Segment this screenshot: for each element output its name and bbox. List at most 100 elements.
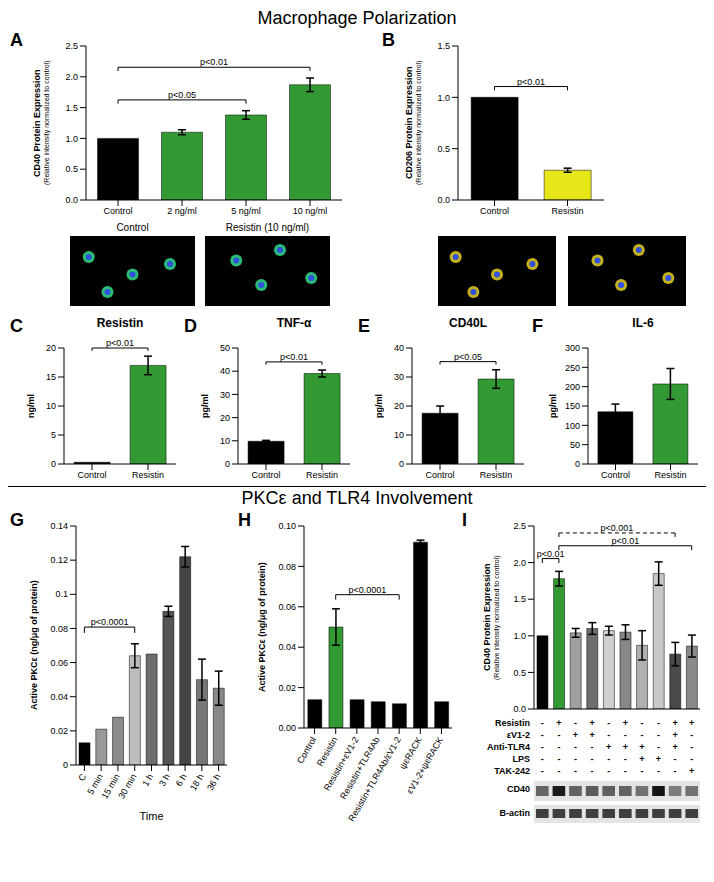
svg-text:1.5: 1.5 (437, 41, 450, 51)
html-text:Resistin: Resistin (96, 316, 144, 330)
svg-text:0.5: 0.5 (65, 164, 78, 174)
svg-text:1.5: 1.5 (65, 103, 78, 113)
svg-text:Resistin+TLR4Ab/εV1-2: Resistin+TLR4Ab/εV1-2 (346, 735, 403, 823)
svg-text:Control: Control (103, 206, 132, 216)
svg-text:p<0.01: p<0.01 (517, 77, 545, 87)
svg-text:15 min: 15 min (99, 772, 122, 801)
svg-text:C: C (76, 772, 88, 783)
svg-text:0: 0 (51, 459, 56, 469)
svg-text:300: 300 (565, 343, 580, 353)
svg-text:0.08: 0.08 (50, 624, 68, 634)
svg-text:10: 10 (46, 401, 56, 411)
svg-text:5 ng/ml: 5 ng/ml (231, 206, 261, 216)
svg-text:p<0.01: p<0.01 (537, 549, 565, 559)
svg-text:p<0.01: p<0.01 (611, 536, 639, 546)
svg-text:Resistin: Resistin (314, 735, 340, 768)
svg-text:Control: Control (251, 470, 280, 480)
svg-text:1.0: 1.0 (437, 93, 450, 103)
svg-text:2.5: 2.5 (513, 521, 526, 531)
svg-text:Resistin: Resistin (551, 206, 583, 216)
svg-text:ResistIn: ResistIn (480, 470, 513, 480)
svg-text:100: 100 (565, 421, 580, 431)
svg-text:30: 30 (394, 372, 404, 382)
svg-text:p<0.05: p<0.05 (168, 90, 196, 100)
html-text:TNF-α: TNF-α (276, 316, 312, 330)
svg-text:50: 50 (570, 440, 580, 450)
svg-text:1 h: 1 h (140, 772, 155, 788)
svg-text:0.5: 0.5 (437, 144, 450, 154)
svg-text:10: 10 (394, 430, 404, 440)
svg-text:Control: Control (425, 470, 454, 480)
svg-text:200: 200 (565, 382, 580, 392)
svg-text:Control: Control (295, 735, 318, 765)
svg-text:p<0.01: p<0.01 (280, 352, 308, 362)
svg-text:0.14: 0.14 (50, 521, 68, 531)
svg-text:6 h: 6 h (174, 772, 189, 788)
svg-text:150: 150 (565, 401, 580, 411)
svg-text:0: 0 (575, 459, 580, 469)
svg-text:50: 50 (220, 343, 230, 353)
svg-text:εV1-2+ψεRACK: εV1-2+ψεRACK (405, 735, 446, 795)
svg-text:20: 20 (394, 401, 404, 411)
svg-text:0: 0 (225, 459, 230, 469)
svg-text:0.04: 0.04 (278, 642, 296, 652)
svg-text:1.0: 1.0 (513, 631, 526, 641)
svg-text:Control: Control (601, 470, 630, 480)
svg-text:0: 0 (63, 760, 68, 770)
svg-text:40: 40 (220, 366, 230, 376)
svg-text:2.0: 2.0 (513, 558, 526, 568)
svg-text:0.0: 0.0 (65, 195, 78, 205)
svg-text:10: 10 (220, 436, 230, 446)
svg-text:15: 15 (46, 372, 56, 382)
svg-text:0.1: 0.1 (55, 589, 68, 599)
svg-text:40: 40 (394, 343, 404, 353)
svg-text:5 min: 5 min (85, 772, 105, 797)
svg-text:0.06: 0.06 (278, 602, 296, 612)
html-text:A: A (10, 30, 23, 50)
svg-text:30: 30 (220, 390, 230, 400)
svg-text:Control: Control (77, 470, 106, 480)
svg-text:0.02: 0.02 (278, 683, 296, 693)
svg-text:0: 0 (399, 459, 404, 469)
svg-text:p<0.05: p<0.05 (454, 352, 482, 362)
svg-text:0.00: 0.00 (278, 723, 296, 733)
svg-text:36 h: 36 h (205, 772, 222, 792)
svg-text:3 h: 3 h (157, 772, 172, 788)
html-text:PKCε and TLR4 Involvement: PKCε and TLR4 Involvement (241, 488, 473, 508)
svg-text:0.0: 0.0 (437, 195, 450, 205)
svg-text:0.08: 0.08 (278, 562, 296, 572)
svg-text:p<0.01: p<0.01 (106, 338, 134, 348)
svg-text:Resistin: Resistin (654, 470, 686, 480)
svg-text:Resistin: Resistin (132, 470, 164, 480)
svg-text:0.0: 0.0 (513, 704, 526, 714)
html-text:Macrophage Polarization: Macrophage Polarization (257, 8, 457, 28)
svg-text:1.5: 1.5 (513, 594, 526, 604)
svg-text:2.5: 2.5 (65, 41, 78, 51)
svg-text:20: 20 (46, 343, 56, 353)
html-text:G: G (10, 510, 24, 530)
svg-text:p<0.001: p<0.001 (601, 523, 634, 533)
svg-text:Control: Control (480, 206, 509, 216)
svg-text:18 h: 18 h (188, 772, 205, 792)
svg-text:2.0: 2.0 (65, 72, 78, 82)
svg-text:p<0.01: p<0.01 (200, 57, 228, 67)
html-text:CD40L: CD40L (449, 316, 487, 330)
html-text:IL-6: IL-6 (632, 316, 654, 330)
svg-text:Resistin+εV1-2: Resistin+εV1-2 (321, 735, 361, 793)
svg-text:10 ng/ml: 10 ng/ml (293, 206, 328, 216)
svg-text:250: 250 (565, 363, 580, 373)
svg-text:0.04: 0.04 (50, 692, 68, 702)
svg-text:p<0.0001: p<0.0001 (91, 617, 129, 627)
svg-text:2 ng/ml: 2 ng/ml (167, 206, 197, 216)
svg-text:0.5: 0.5 (513, 668, 526, 678)
svg-text:0.12: 0.12 (50, 555, 68, 565)
svg-text:5: 5 (51, 430, 56, 440)
svg-text:20: 20 (220, 413, 230, 423)
svg-text:1.0: 1.0 (65, 134, 78, 144)
svg-text:Resistin: Resistin (306, 470, 338, 480)
svg-text:30 min: 30 min (116, 772, 138, 800)
svg-text:0.10: 0.10 (278, 521, 296, 531)
svg-text:0.02: 0.02 (50, 726, 68, 736)
svg-text:p<0.0001: p<0.0001 (349, 585, 387, 595)
svg-text:0.06: 0.06 (50, 658, 68, 668)
